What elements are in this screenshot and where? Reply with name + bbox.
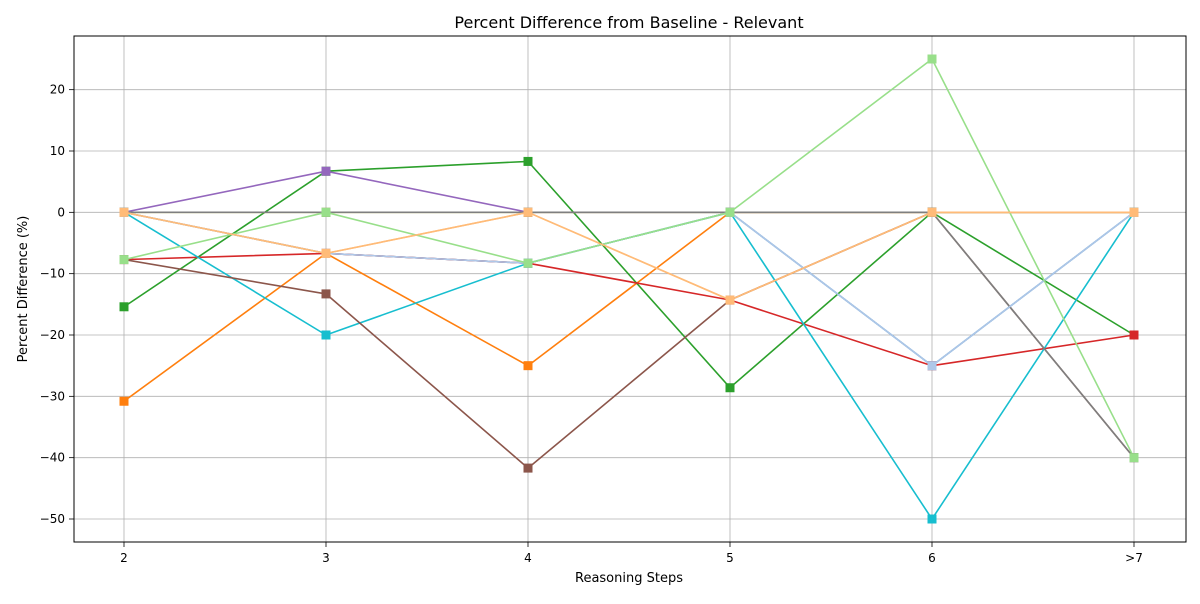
series-markers xyxy=(119,54,1139,524)
data-point-12-0 xyxy=(119,207,129,217)
data-point-10-4 xyxy=(927,361,937,371)
series-line-7 xyxy=(123,170,1134,214)
y-tick-label: 20 xyxy=(50,83,65,97)
y-tick-label: −40 xyxy=(40,451,65,465)
data-point-1-2 xyxy=(523,361,533,371)
y-tick-label: −10 xyxy=(40,267,65,281)
data-point-11-3 xyxy=(725,207,735,217)
y-tick-label: −30 xyxy=(40,389,65,403)
series-lines xyxy=(123,58,1135,520)
series-line-11 xyxy=(123,58,1135,459)
data-point-3-2 xyxy=(523,156,533,166)
data-point-7-1 xyxy=(321,166,331,176)
data-point-12-2 xyxy=(523,207,533,217)
x-tick-label: 3 xyxy=(322,551,330,565)
y-tick-label: 10 xyxy=(50,144,65,158)
data-point-3-3 xyxy=(725,383,735,393)
chart-title: Percent Difference from Baseline - Relev… xyxy=(454,13,803,32)
data-point-11-4 xyxy=(927,54,937,64)
series-line-4 xyxy=(123,252,1135,367)
data-point-11-5 xyxy=(1129,453,1139,463)
series-line-3 xyxy=(123,160,1135,389)
data-point-11-1 xyxy=(321,207,331,217)
data-point-6-1 xyxy=(321,289,331,299)
y-axis-label: Percent Difference (%) xyxy=(16,216,31,363)
data-point-12-3 xyxy=(725,295,735,305)
data-point-3-0 xyxy=(119,302,129,312)
x-tick-label: 2 xyxy=(120,551,128,565)
y-tick-label: −50 xyxy=(40,512,65,526)
data-point-11-0 xyxy=(119,255,129,265)
series-line-9 xyxy=(124,211,1135,459)
data-point-12-1 xyxy=(321,248,331,258)
x-tick-label: 6 xyxy=(928,551,936,565)
series-line-1 xyxy=(123,211,1134,402)
x-axis-ticks: 2 3 4 5 6 >7 xyxy=(120,542,1143,565)
data-point-11-2 xyxy=(523,258,533,268)
x-tick-label: >7 xyxy=(1125,551,1143,565)
data-point-5-4 xyxy=(927,514,937,524)
y-tick-label: −20 xyxy=(40,328,65,342)
data-point-12-4 xyxy=(927,207,937,217)
series-line-12 xyxy=(123,211,1134,301)
series-line-5 xyxy=(123,211,1135,520)
grid xyxy=(74,36,1186,542)
data-point-1-0 xyxy=(119,396,129,406)
series-line-6 xyxy=(123,211,1135,469)
data-point-4-5 xyxy=(1129,330,1139,340)
data-point-12-5 xyxy=(1129,207,1139,217)
y-tick-label: 0 xyxy=(57,205,65,219)
x-tick-label: 4 xyxy=(524,551,532,565)
x-tick-label: 5 xyxy=(726,551,734,565)
x-axis-label: Reasoning Steps xyxy=(575,571,683,586)
y-axis-ticks: 20 10 0 −10 −20 −30 −40 −50 xyxy=(40,83,74,526)
data-point-5-1 xyxy=(321,330,331,340)
plot-frame xyxy=(73,35,1187,543)
data-point-6-2 xyxy=(523,463,533,473)
